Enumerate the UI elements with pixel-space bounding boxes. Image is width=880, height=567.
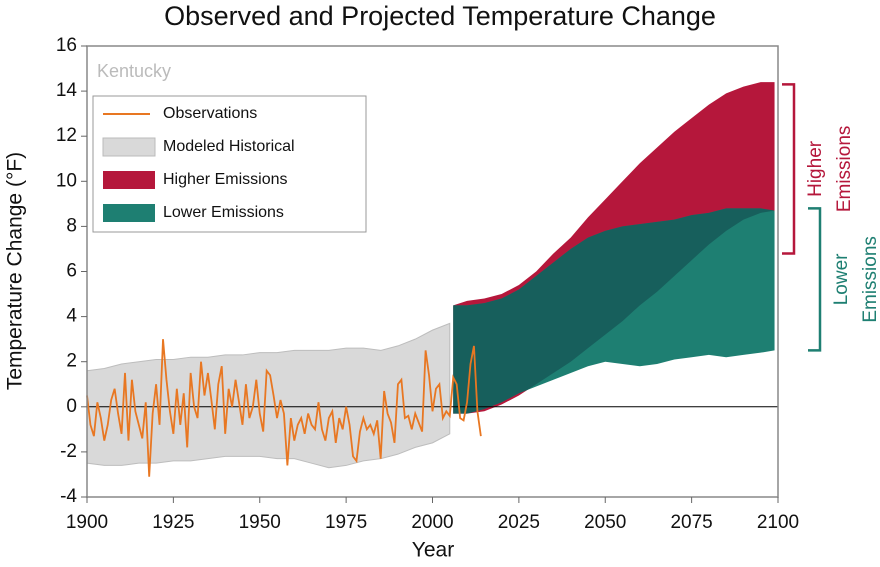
- observation-line: [86, 339, 482, 477]
- y-tick-label: 16: [56, 35, 77, 56]
- y-tick-label: -2: [60, 441, 77, 462]
- x-tick-label: 2075: [670, 512, 712, 533]
- x-tick-label: 1925: [152, 512, 194, 533]
- x-tick-label: 1900: [66, 512, 108, 533]
- legend-label: Observations: [163, 105, 257, 122]
- legend-swatch: [103, 171, 155, 189]
- band-area: [86, 322, 451, 469]
- annotation-label: Lower: [831, 253, 852, 305]
- y-axis-label: Temperature Change (°F): [4, 152, 27, 390]
- y-tick-label: -4: [60, 486, 77, 507]
- x-tick-label: 1975: [325, 512, 367, 533]
- x-axis-label: Year: [412, 539, 454, 562]
- y-tick-label: 4: [66, 306, 77, 327]
- x-tick-label: 2100: [757, 512, 799, 533]
- y-tick-label: 6: [66, 261, 77, 282]
- y-tick-label: 8: [66, 215, 77, 236]
- annotation-label: Higher: [805, 140, 826, 197]
- legend-label: Modeled Historical: [163, 138, 295, 155]
- x-tick-label: 2025: [498, 512, 540, 533]
- region-label: Kentucky: [97, 61, 171, 81]
- legend-label: Higher Emissions: [163, 171, 287, 188]
- annotation-label: Emissions: [834, 126, 855, 213]
- y-tick-label: 12: [56, 125, 77, 146]
- legend-label: Lower Emissions: [163, 204, 284, 221]
- y-tick-label: 14: [56, 80, 78, 101]
- bracket: [782, 83, 796, 255]
- legend-swatch: [102, 137, 156, 157]
- legend-swatch: [103, 204, 155, 222]
- y-tick-label: 0: [66, 396, 77, 417]
- annotation-label: Emissions: [860, 236, 880, 323]
- y-tick-label: 10: [56, 170, 77, 191]
- x-tick-label: 2050: [584, 512, 626, 533]
- bracket: [808, 207, 822, 352]
- chart-title: Observed and Projected Temperature Chang…: [164, 1, 716, 31]
- y-tick-label: 2: [66, 351, 77, 372]
- x-tick-label: 1950: [239, 512, 281, 533]
- x-tick-label: 2000: [411, 512, 453, 533]
